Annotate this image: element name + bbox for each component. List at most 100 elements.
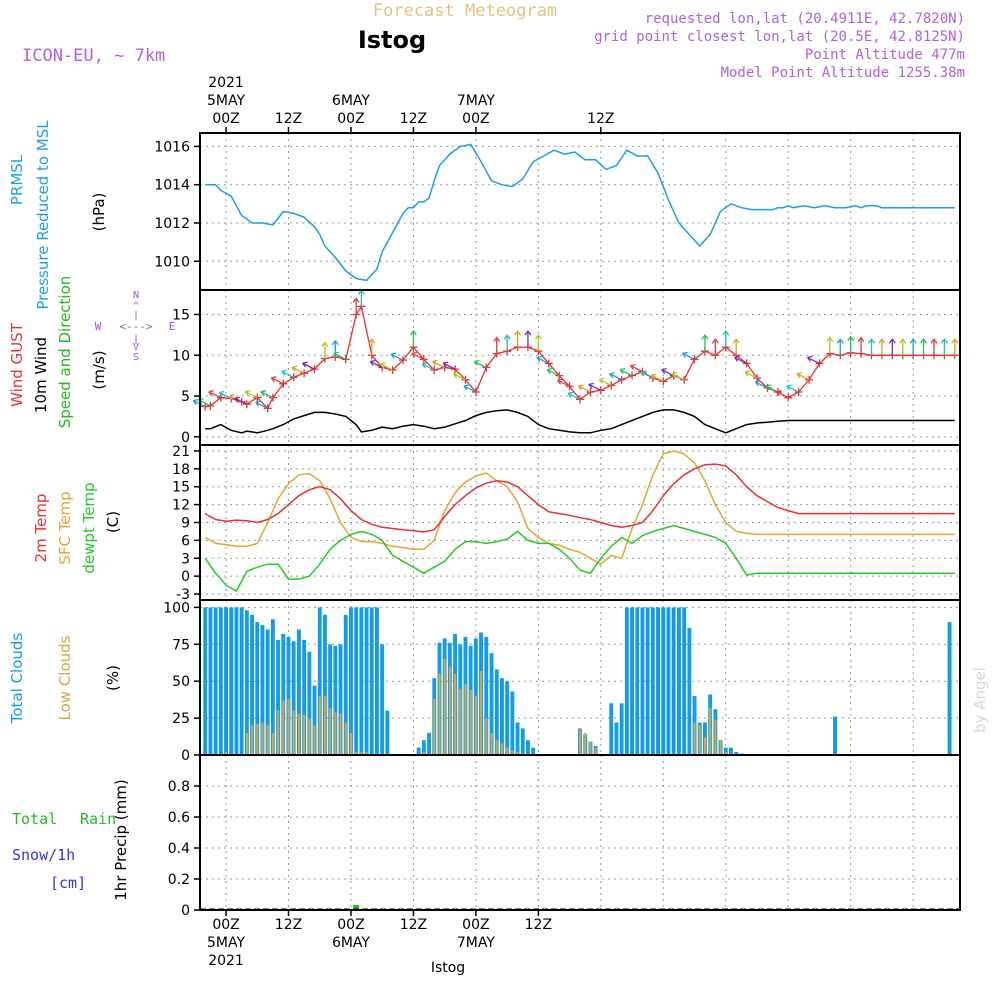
total-cloud-bar: [265, 629, 270, 755]
total-cloud-bar: [650, 607, 655, 755]
low-cloud-bar: [490, 732, 493, 755]
total-cloud-bar: [312, 685, 317, 755]
wind-dir-arrow: [909, 338, 917, 356]
ytick-label: 10: [172, 348, 190, 364]
ytick-label: 0.8: [168, 779, 190, 795]
wind-dir-arrow: [629, 363, 643, 373]
total-cloud-bar: [375, 607, 379, 755]
compass-e: E: [169, 320, 176, 333]
compass-n: N: [133, 290, 139, 301]
total-cloud-bar: [218, 607, 223, 755]
gust-marker: [388, 365, 397, 374]
total-cloud-bar: [338, 644, 343, 755]
total-cloud-bar: [526, 740, 530, 755]
ytick-label: 0.2: [168, 872, 190, 888]
total-cloud-bar: [281, 634, 286, 755]
gust-marker: [268, 393, 277, 402]
wind-dir-arrow: [588, 382, 602, 391]
ytick-label: 9: [181, 516, 190, 532]
watermark: by Angel: [971, 667, 989, 733]
total-cloud-bar: [291, 641, 296, 755]
total-cloud-bar: [630, 607, 634, 755]
wind-dir-arrow: [671, 372, 685, 381]
ylabel-percent: (%): [104, 665, 122, 691]
bottom-tick-label: 00Z: [212, 917, 239, 933]
ytick-label: 1016: [154, 139, 190, 155]
ytick-label: 12: [172, 498, 190, 514]
low-cloud-bar: [292, 710, 295, 755]
wind-dir-arrow: [244, 390, 258, 399]
point-altitude: Point Altitude 477m: [805, 47, 965, 63]
ytick-label: 0: [181, 748, 190, 764]
ytick-label: 0: [181, 430, 190, 446]
low-cloud-bar: [500, 743, 503, 755]
low-cloud-bar: [579, 729, 581, 755]
total-cloud-bar: [687, 628, 692, 755]
gust-marker: [659, 377, 668, 386]
gust-marker: [628, 371, 637, 380]
wind-dir-arrow: [352, 297, 360, 315]
wind-dir-arrow: [826, 336, 834, 354]
bottom-tick-label: 00Z: [462, 917, 489, 933]
wind-dir-arrow: [421, 362, 435, 371]
ylabel-2m-temp: 2m Temp: [32, 494, 50, 563]
total-cloud-bar: [500, 678, 504, 755]
bottom-tick-label: 2021: [208, 953, 244, 969]
low-cloud-bar: [303, 715, 306, 755]
ylabel-ms: (m/s): [90, 350, 108, 389]
dewpt-line: [204, 524, 955, 593]
ytick-label: 75: [172, 637, 190, 653]
wind-dir-arrow: [806, 355, 820, 365]
total-cloud-bar: [260, 625, 265, 755]
low-cloud-bar: [584, 732, 587, 755]
ytick-label: 0.6: [168, 810, 190, 826]
total-cloud-bar: [671, 607, 676, 755]
wind-dir-arrow: [270, 376, 284, 385]
total-cloud-bar: [427, 732, 431, 755]
ytick-label: 1012: [154, 216, 190, 232]
ytick-label: 5: [181, 389, 190, 405]
wind-dir-arrow: [920, 338, 928, 356]
total-cloud-bar: [302, 639, 307, 755]
ylabel-gust: Wind GUST: [8, 322, 26, 407]
wind-dir-arrow: [701, 334, 709, 352]
wind10-line: [205, 409, 955, 434]
gust-marker: [576, 395, 584, 404]
total-cloud-bar: [234, 607, 239, 755]
total-cloud-bar: [421, 740, 426, 755]
ylabel-dewpt: dewpt Temp: [80, 482, 98, 573]
cloud-panel: 0 25 50 75 100 Total Clouds Low Clouds (%): [8, 600, 960, 764]
gust-marker: [300, 369, 309, 378]
wind-dir-arrow: [234, 396, 248, 405]
total-cloud-bar: [677, 607, 681, 755]
ytick-label: 3: [181, 551, 190, 567]
footer-location: Istog: [431, 960, 465, 976]
low-cloud-bar: [344, 722, 347, 755]
wind-dir-arrow: [369, 359, 383, 369]
total-cloud-bar: [297, 629, 301, 755]
total-cloud-bar: [723, 747, 728, 755]
low-cloud-bar: [459, 688, 462, 755]
low-cloud-bar: [469, 690, 472, 755]
gust-marker: [419, 355, 428, 364]
wind-dir-arrow: [609, 372, 622, 381]
total-cloud-bar: [385, 710, 390, 755]
wind-dir-arrow: [754, 380, 768, 389]
low-cloud-bar: [594, 747, 597, 755]
ytick-label: 100: [163, 600, 190, 616]
total-cloud-bar: [343, 614, 348, 755]
total-cloud-bar: [619, 703, 624, 755]
ylabel-precip: 1hr Precip (mm): [112, 779, 130, 900]
ytick-label: 0.4: [168, 841, 190, 857]
wind-dir-arrow: [732, 338, 740, 356]
total-cloud-bar: [682, 607, 687, 755]
top-tick-label: 12Z: [587, 111, 614, 127]
total-cloud-bar: [380, 644, 385, 755]
wind-dir-arrow: [619, 368, 633, 377]
legend-cm: [cm]: [50, 874, 86, 892]
bottom-tick-label: 5MAY: [207, 935, 245, 951]
wind-dir-arrow: [598, 377, 612, 387]
wind-dir-arrow: [930, 338, 938, 356]
wind-dir-arrow: [536, 355, 550, 365]
